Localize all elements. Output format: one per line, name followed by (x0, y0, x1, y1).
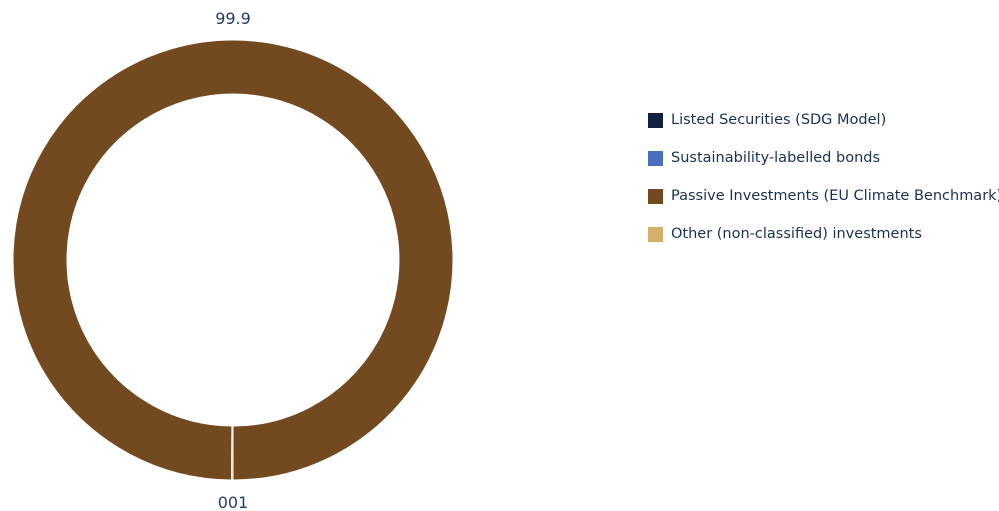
legend-label: Passive Investments (EU Climate Benchmar… (671, 188, 999, 204)
legend-swatch (648, 226, 663, 242)
data-label-other: 001 (218, 493, 249, 511)
legend-label: Other (non-classified) investments (671, 226, 922, 242)
legend-item-sustainability-bonds[interactable]: Sustainability-labelled bonds (648, 139, 999, 177)
legend: Listed Securities (SDG Model) Sustainabi… (648, 101, 999, 253)
legend-swatch (648, 188, 663, 204)
donut-chart: 99.9 001 (12, 9, 454, 511)
legend-item-other-investments[interactable]: Other (non-classified) investments (648, 215, 999, 253)
donut-slices (12, 39, 454, 481)
legend-label: Sustainability-labelled bonds (671, 150, 881, 166)
legend-item-passive-investments[interactable]: Passive Investments (EU Climate Benchmar… (648, 177, 999, 215)
legend-swatch (648, 150, 663, 166)
legend-swatch (648, 112, 663, 128)
legend-item-listed-securities[interactable]: Listed Securities (SDG Model) (648, 101, 999, 139)
data-label-passive: 99.9 (215, 9, 251, 28)
legend-label: Listed Securities (SDG Model) (671, 112, 887, 128)
donut-slice-2[interactable] (12, 39, 454, 481)
donut-slice-3[interactable] (231, 425, 234, 481)
